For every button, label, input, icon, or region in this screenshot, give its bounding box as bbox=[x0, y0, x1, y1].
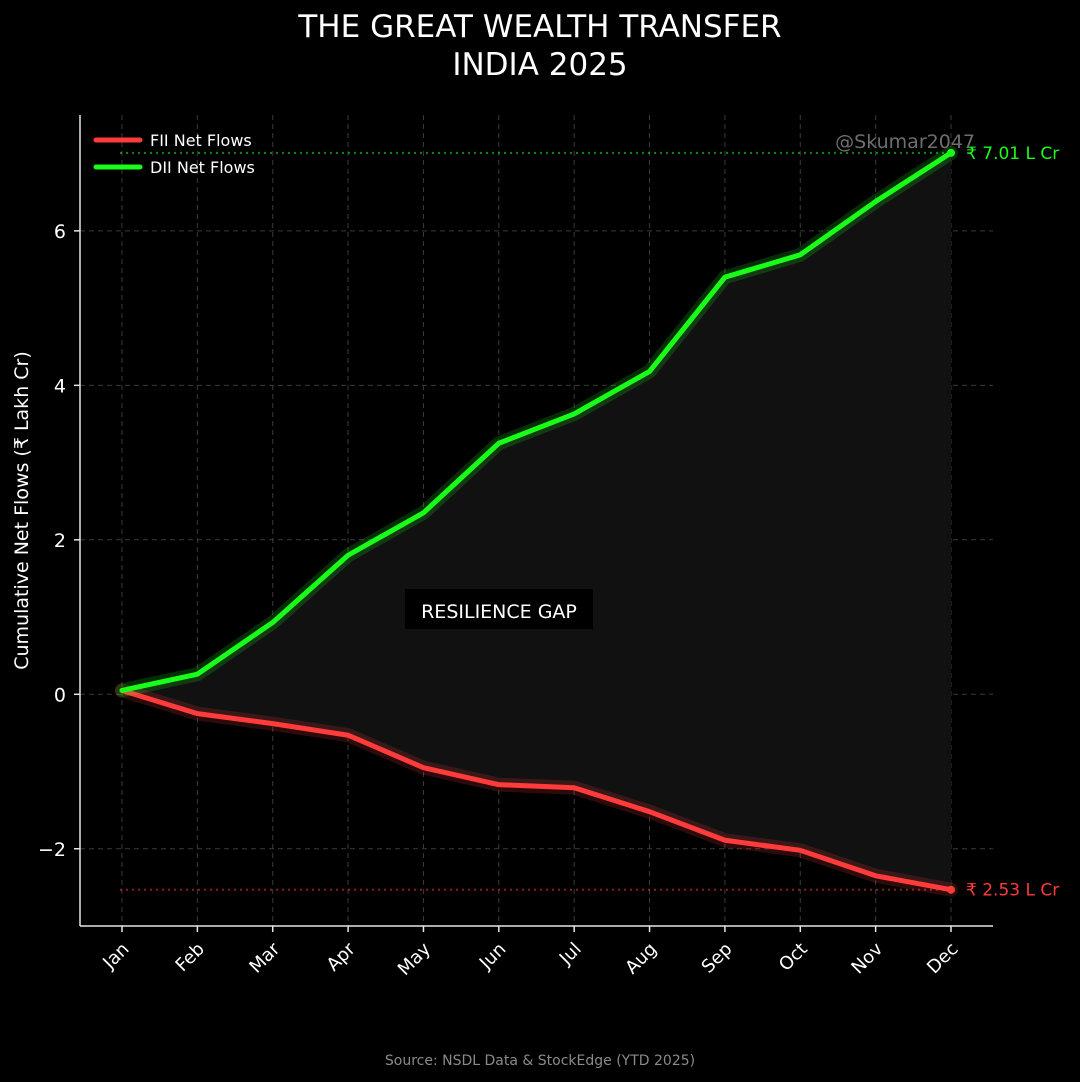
x-tick-label: May bbox=[394, 938, 435, 979]
dii-line bbox=[119, 150, 954, 693]
x-tick-label: Jan bbox=[98, 939, 133, 974]
y-tick-label: 4 bbox=[54, 375, 66, 397]
x-tick-label: Feb bbox=[172, 939, 209, 976]
x-tick-label: Aug bbox=[621, 939, 661, 979]
x-tick-label: Mar bbox=[245, 938, 284, 977]
annotations: RESILIENCE GAP ₹ 7.01 L Cr ₹ 2.53 L Cr @Sku… bbox=[405, 131, 1059, 901]
resilience-gap-label-bg bbox=[405, 589, 593, 629]
axes bbox=[79, 115, 993, 927]
dii-end-point bbox=[947, 148, 955, 157]
y-tick-label: 0 bbox=[54, 684, 66, 706]
reference-lines bbox=[120, 151, 951, 891]
x-tick-label: Sep bbox=[698, 939, 737, 978]
y-tick-label: 2 bbox=[54, 530, 66, 552]
x-tick-label: Jun bbox=[475, 939, 510, 974]
fii-line bbox=[119, 687, 954, 893]
source-note: Source: NSDL Data & StockEdge (YTD 2025) bbox=[384, 1053, 696, 1069]
resilience-gap-area bbox=[122, 152, 951, 890]
series-lines bbox=[115, 145, 958, 897]
x-tick-label: Apr bbox=[323, 938, 360, 975]
x-tick-label: Oct bbox=[775, 939, 812, 976]
dii-end-label: ₹ 7.01 L Cr bbox=[966, 144, 1059, 164]
chart-title: THE GREAT WEALTH TRANSFER INDIA 2025 bbox=[0, 8, 1080, 84]
y-tick-label: −2 bbox=[38, 839, 66, 861]
title-line-1: THE GREAT WEALTH TRANSFER bbox=[298, 9, 782, 45]
dii-legend-label: DII Net Flows bbox=[150, 158, 255, 177]
resilience-gap-label: RESILIENCE GAP bbox=[421, 601, 577, 623]
fii-end-point bbox=[947, 885, 955, 894]
x-tick-label: Jul bbox=[555, 939, 586, 970]
x-tick-label: Dec bbox=[923, 939, 962, 978]
legend: FII Net Flows DII Net Flows bbox=[93, 131, 255, 177]
watermark: @Skumar2047 bbox=[835, 131, 975, 153]
title-line-2: INDIA 2025 bbox=[452, 47, 628, 83]
fii-legend-label: FII Net Flows bbox=[150, 131, 252, 150]
x-tick-label: Nov bbox=[847, 938, 887, 978]
y-tick-label: 6 bbox=[54, 221, 66, 243]
y-axis-label: Cumulative Net Flows (₹ Lakh Cr) bbox=[11, 351, 33, 670]
fii-end-label: ₹ 2.53 L Cr bbox=[966, 881, 1059, 901]
